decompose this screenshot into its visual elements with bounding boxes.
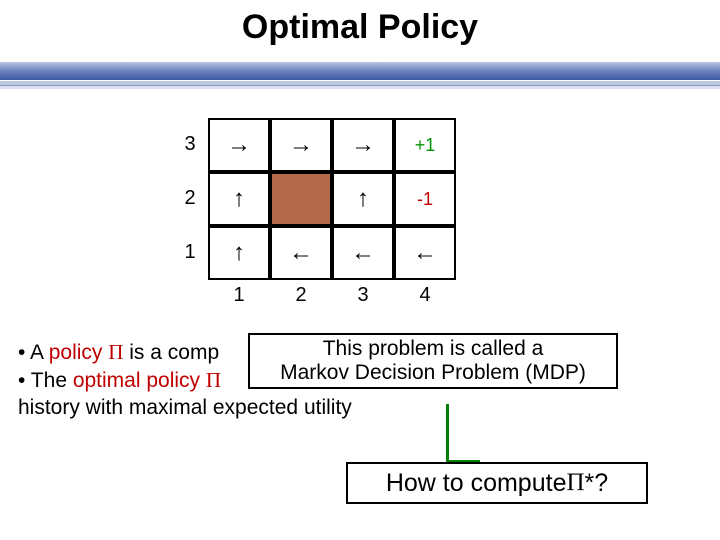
title-wrap: Optimal Policy	[0, 0, 720, 47]
policy-arrow: →	[289, 133, 313, 157]
b2-pre: • The	[18, 369, 73, 392]
bullet-3: history with maximal expected utility	[18, 395, 708, 421]
reward-label: +1	[415, 135, 436, 156]
b2-pi: Π	[206, 368, 221, 392]
q-pi: Π	[566, 469, 584, 497]
policy-arrow: ↑	[357, 187, 369, 211]
grid-cell: -1	[394, 172, 456, 226]
b1-pre: • A	[18, 341, 49, 364]
grid-cell: →	[270, 118, 332, 172]
slide: Optimal Policy 3→→→+12↑↑-11↑←←←1234 • A …	[0, 0, 720, 540]
b2-red: optimal policy	[73, 369, 206, 392]
q-pre: How to compute	[386, 469, 567, 498]
policy-arrow: ←	[351, 241, 375, 265]
policy-arrow: ↑	[233, 187, 245, 211]
header-bar-3	[0, 86, 720, 89]
grid-cell: ↑	[208, 226, 270, 280]
grid-cell: ↑	[332, 172, 394, 226]
policy-arrow: ←	[289, 241, 313, 265]
col-label: 3	[332, 284, 394, 307]
grid-cell: ↑	[208, 172, 270, 226]
col-label: 4	[394, 284, 456, 307]
callout-question: How to compute Π*?	[346, 462, 648, 504]
gridworld: 3→→→+12↑↑-11↑←←←1234	[208, 118, 456, 280]
grid-cell: +1	[394, 118, 456, 172]
green-connector-v	[446, 404, 449, 462]
grid-cell: →	[208, 118, 270, 172]
q-post: *?	[585, 469, 609, 498]
grid-cell: ←	[332, 226, 394, 280]
policy-arrow: →	[227, 133, 251, 157]
grid-cell	[270, 172, 332, 226]
reward-label: -1	[417, 189, 433, 210]
grid-body: 3→→→+12↑↑-11↑←←←1234	[208, 118, 456, 280]
row-label: 2	[176, 187, 204, 210]
b1-red: policy	[49, 341, 109, 364]
callout-mdp: This problem is called a Markov Decision…	[248, 333, 618, 389]
policy-arrow: ↑	[233, 241, 245, 265]
b1-pi: Π	[108, 340, 123, 364]
row-label: 1	[176, 241, 204, 264]
col-label: 2	[270, 284, 332, 307]
b1-mid: is a comp	[123, 341, 219, 364]
policy-arrow: ←	[413, 241, 437, 265]
col-label: 1	[208, 284, 270, 307]
callout-mdp-line2: Markov Decision Problem (MDP)	[280, 361, 586, 385]
header-bar-1	[0, 62, 720, 80]
callout-mdp-line1: This problem is called a	[323, 337, 544, 361]
slide-title: Optimal Policy	[0, 8, 720, 47]
grid-cell: ←	[394, 226, 456, 280]
grid-cell: →	[332, 118, 394, 172]
row-label: 3	[176, 133, 204, 156]
grid-cell: ←	[270, 226, 332, 280]
policy-arrow: →	[351, 133, 375, 157]
